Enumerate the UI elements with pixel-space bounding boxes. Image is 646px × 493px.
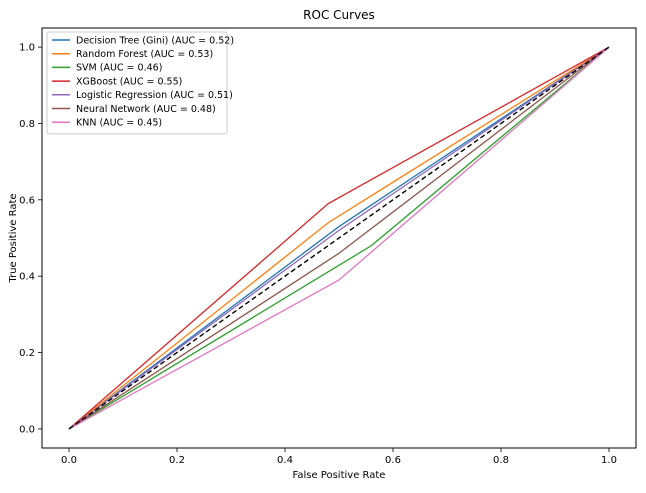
- legend-label-4: XGBoost (AUC = 0.55): [76, 76, 182, 87]
- x-tick-label: 0.4: [277, 455, 293, 466]
- y-tick-label: 0.2: [19, 348, 35, 359]
- y-tick-label: 0.8: [19, 119, 35, 130]
- y-tick-label: 0.0: [19, 424, 35, 435]
- y-tick-label: 0.4: [19, 272, 35, 283]
- series-line-5: [68, 46, 610, 430]
- legend: Decision Tree (Gini) (AUC = 0.52) Random …: [46, 31, 234, 135]
- y-axis-ticks: 0.0 0.2 0.4 0.6 0.8 1.0: [19, 43, 42, 435]
- legend-label-1: Decision Tree (Gini) (AUC = 0.52): [76, 35, 234, 46]
- y-axis-label: True Positive Rate: [8, 193, 19, 283]
- x-tick-label: 1.0: [601, 455, 617, 466]
- series-line-2: [68, 46, 610, 430]
- x-tick-label: 0.8: [493, 455, 509, 466]
- y-tick-label: 1.0: [19, 43, 35, 54]
- legend-label-7: KNN (AUC = 0.45): [76, 118, 162, 129]
- plot-frame: [41, 27, 637, 449]
- x-tick-label: 0.0: [61, 455, 77, 466]
- reference-diagonal-line: [68, 46, 610, 430]
- series-line-4: [68, 46, 610, 430]
- y-tick-label: 0.6: [19, 195, 35, 206]
- series-line-6: [68, 46, 610, 430]
- series-line-7: [68, 46, 610, 430]
- series-line-3: [68, 46, 610, 430]
- x-tick-label: 0.2: [169, 455, 185, 466]
- series-line-1: [68, 46, 610, 430]
- x-axis-ticks: 0.0 0.2 0.4 0.6 0.8 1.0: [61, 448, 617, 466]
- legend-label-2: Random Forest (AUC = 0.53): [76, 49, 213, 60]
- chart-title: ROC Curves: [303, 8, 375, 22]
- plot-area: [68, 46, 610, 430]
- x-axis-label: False Positive Rate: [293, 470, 386, 481]
- legend-label-3: SVM (AUC = 0.46): [76, 63, 162, 74]
- legend-box: [46, 31, 228, 135]
- legend-label-5: Logistic Regression (AUC = 0.51): [76, 90, 233, 101]
- x-tick-label: 0.6: [385, 455, 401, 466]
- legend-label-6: Neural Network (AUC = 0.48): [76, 104, 216, 115]
